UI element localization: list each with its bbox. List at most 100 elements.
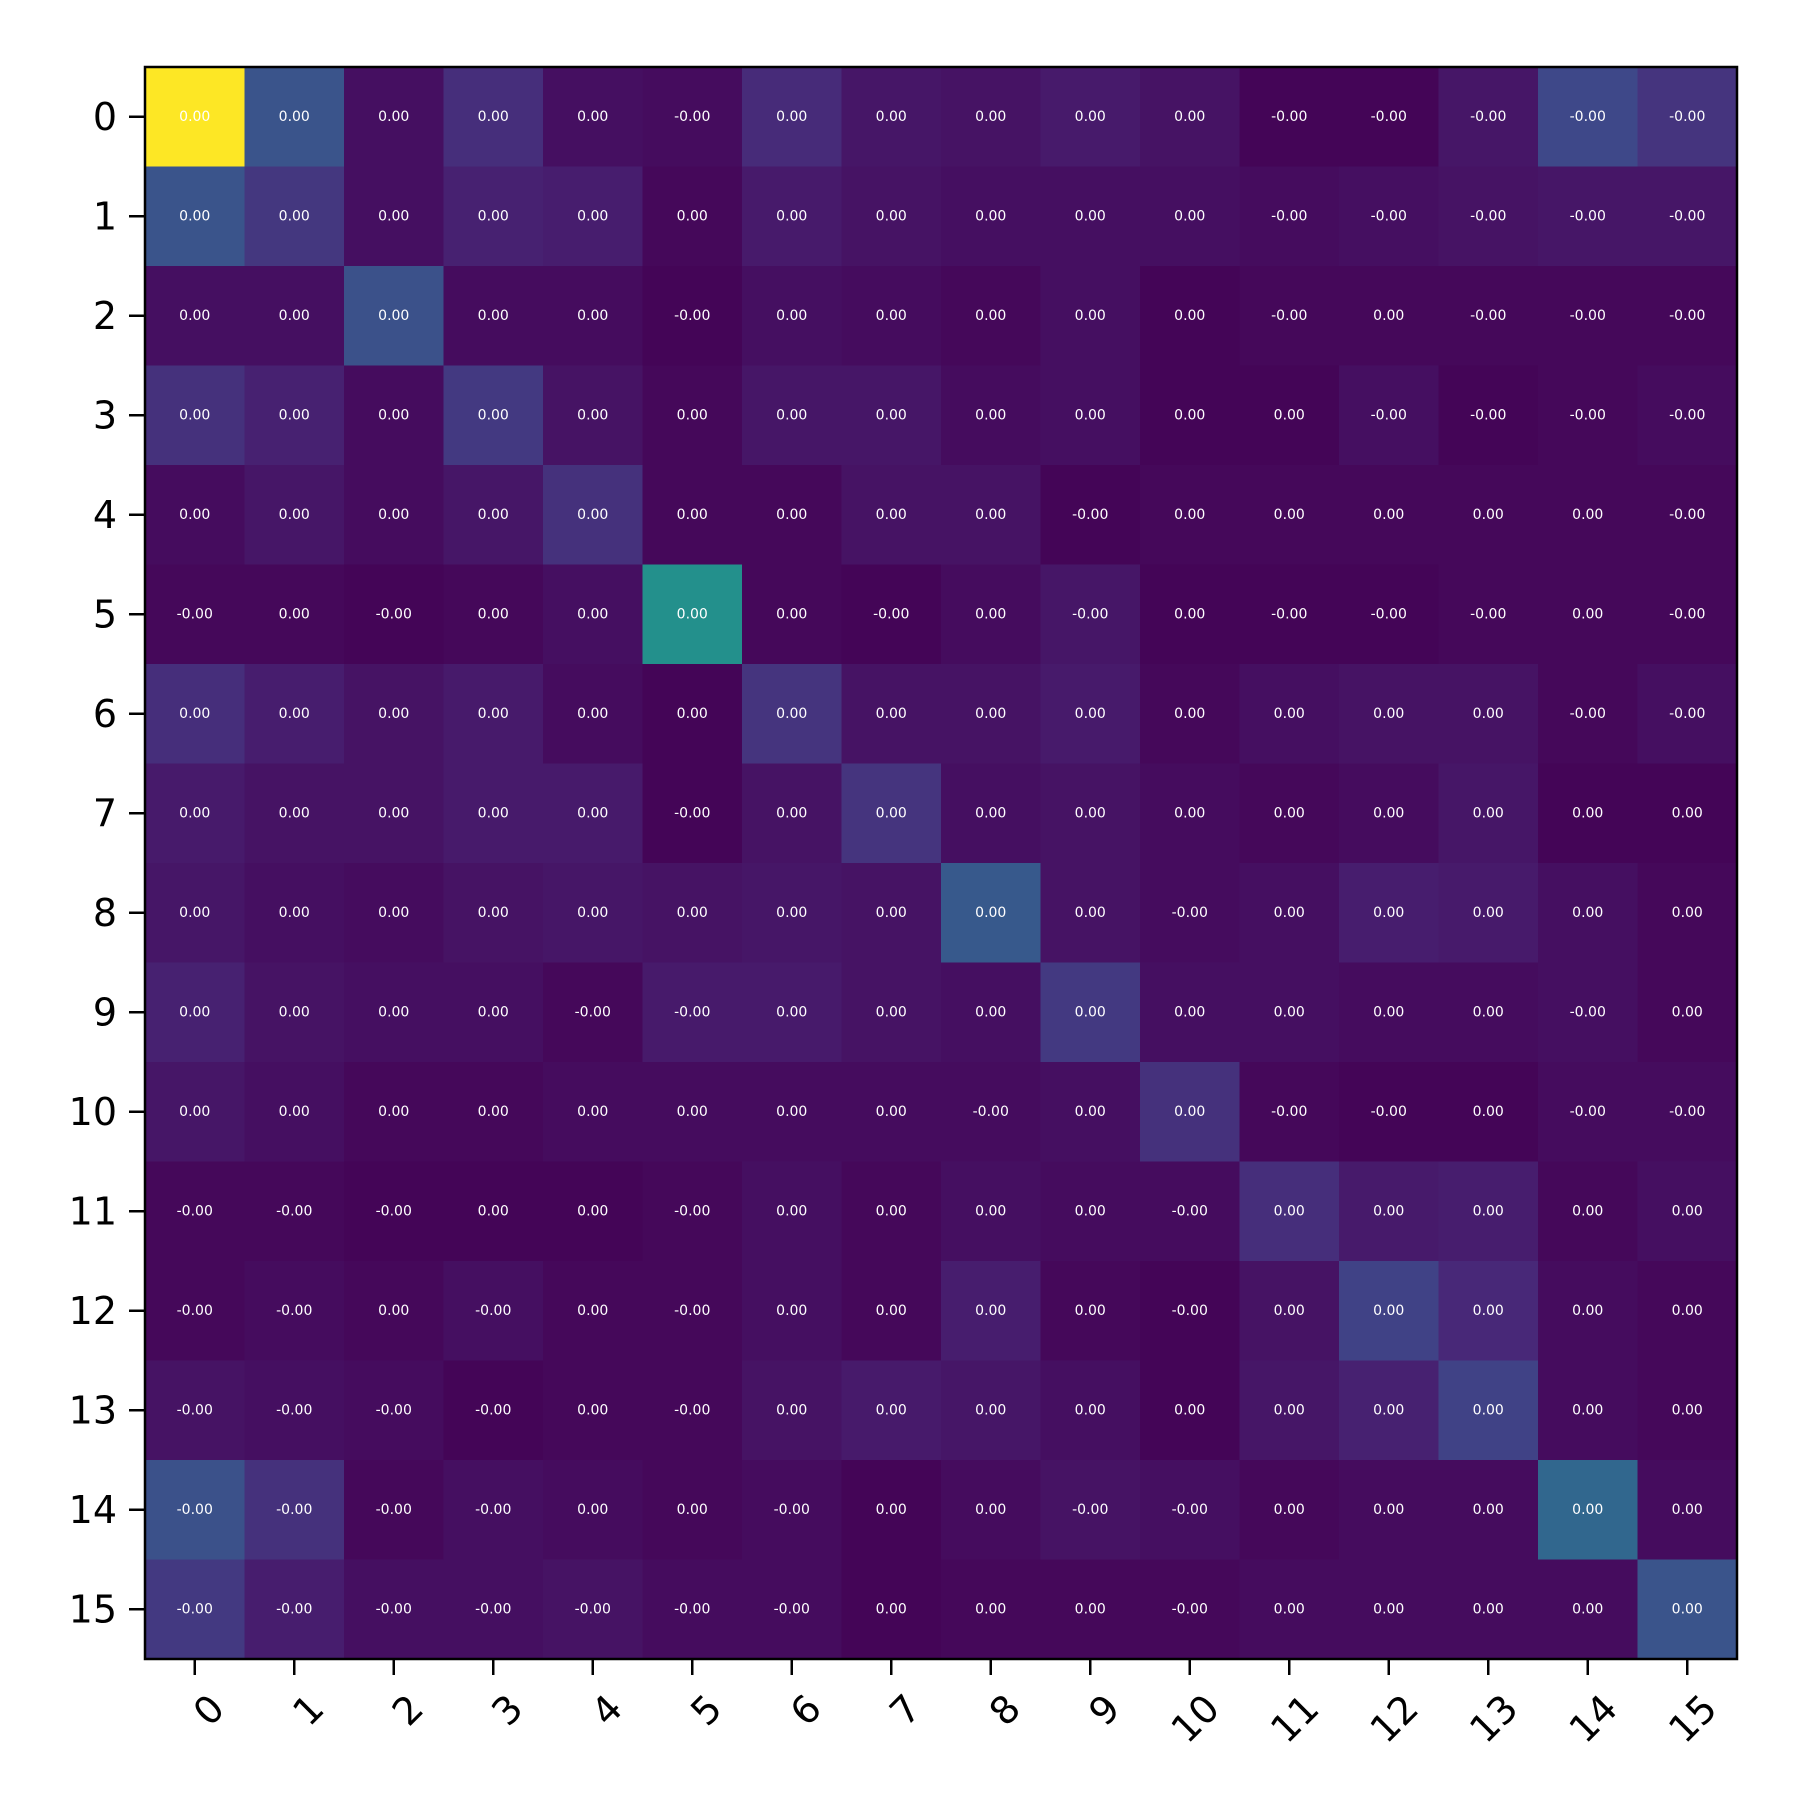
heatmap-cell [543, 1161, 643, 1262]
cell-value-label: 0.00 [1075, 706, 1106, 722]
heatmap-cell [1538, 763, 1638, 864]
heatmap-cell [642, 863, 743, 963]
cell-value-label: 0.00 [975, 507, 1006, 523]
heatmap-cell [1140, 863, 1240, 963]
cell-value-label: 0.00 [1473, 1203, 1504, 1219]
heatmap-cell [443, 1460, 544, 1560]
cell-value-label: -0.00 [1271, 606, 1307, 622]
heatmap-cell [244, 962, 345, 1063]
cell-value-label: -0.00 [1371, 1104, 1407, 1120]
heatmap-cell [742, 1559, 842, 1660]
heatmap-cell [1339, 1161, 1439, 1262]
heatmap-cell [244, 365, 345, 466]
cell-value-label: 0.00 [1373, 805, 1404, 821]
cell-value-label: 0.00 [876, 1303, 907, 1319]
cell-value-label: 0.00 [1373, 1601, 1404, 1617]
cell-value-label: 0.00 [1174, 109, 1205, 125]
heatmap-cell [941, 266, 1041, 366]
cell-value-label: 0.00 [1174, 308, 1205, 324]
heatmap-cell [145, 1559, 245, 1660]
heatmap-cell [1339, 863, 1439, 963]
heatmap-cell [742, 763, 842, 864]
heatmap-cell [244, 1460, 345, 1560]
heatmap-cell [1438, 166, 1539, 267]
cell-value-label: 0.00 [776, 1402, 807, 1418]
cell-value-label: 0.00 [776, 606, 807, 622]
heatmap-cell [543, 266, 643, 366]
heatmap-cell [1438, 1261, 1539, 1361]
heatmap-cell [543, 564, 643, 665]
cell-value-label: 0.00 [677, 905, 708, 921]
y-tick-label: 2 [93, 294, 117, 338]
cell-value-label: 0.00 [279, 109, 310, 125]
cell-value-label: -0.00 [276, 1203, 312, 1219]
cell-value-label: 0.00 [975, 606, 1006, 622]
heatmap-cell [941, 962, 1041, 1063]
heatmap-cell [841, 1161, 942, 1262]
heatmap-cell [543, 67, 643, 167]
heatmap-cell [642, 1559, 743, 1660]
heatmap-cell [244, 67, 345, 167]
heatmap-cell [543, 166, 643, 267]
cell-value-label: 0.00 [179, 208, 210, 224]
cell-value-label: -0.00 [674, 1601, 710, 1617]
cell-value-label: -0.00 [1470, 606, 1506, 622]
heatmap-cell [543, 962, 643, 1063]
cell-value-label: 0.00 [577, 507, 608, 523]
heatmap-cell [543, 1062, 643, 1162]
cell-value-label: 0.00 [1572, 1601, 1603, 1617]
cell-value-label: -0.00 [1470, 208, 1506, 224]
y-tick-label: 3 [93, 393, 117, 437]
cell-value-label: -0.00 [674, 1303, 710, 1319]
heatmap-cell [443, 365, 544, 466]
heatmap-cell [841, 1559, 942, 1660]
cell-value-label: 0.00 [378, 308, 409, 324]
cell-value-label: 0.00 [876, 1004, 907, 1020]
heatmap-cell [244, 763, 345, 864]
cell-value-label: 0.00 [776, 109, 807, 125]
cell-value-label: 0.00 [677, 407, 708, 423]
cell-value-label: -0.00 [1072, 606, 1108, 622]
heatmap-cell [1140, 1261, 1240, 1361]
cell-labels-layer: 0.00 0.00 0.00 0.00 0.00 -0.00 0.00 0.00 0.00 0.0… [177, 109, 1706, 1618]
heatmap-cell [1239, 1360, 1340, 1461]
heatmap-cell [742, 1261, 842, 1361]
heatmap-cell [1438, 863, 1539, 963]
cell-value-label: 0.00 [776, 507, 807, 523]
cell-value-label: 0.00 [1473, 1004, 1504, 1020]
y-tick-label: 14 [69, 1488, 117, 1532]
cell-value-label: 0.00 [876, 1601, 907, 1617]
heatmap-cell [244, 1360, 345, 1461]
heatmap-cell [941, 1559, 1041, 1660]
cell-value-label: 0.00 [378, 905, 409, 921]
cell-value-label: 0.00 [975, 1402, 1006, 1418]
cell-value-label: -0.00 [1669, 407, 1705, 423]
heatmap-cell [1438, 962, 1539, 1063]
heatmap-cell [642, 365, 743, 466]
heatmap-cell [1637, 564, 1738, 665]
heatmap-cell [742, 1062, 842, 1162]
cell-value-label: 0.00 [1075, 1601, 1106, 1617]
cell-value-label: -0.00 [376, 1502, 412, 1518]
heatmap-cell [543, 1261, 643, 1361]
y-tick-label: 5 [93, 592, 117, 636]
cell-value-label: 0.00 [1373, 507, 1404, 523]
cell-value-label: -0.00 [1072, 507, 1108, 523]
cell-value-label: -0.00 [1271, 1104, 1307, 1120]
cell-value-label: 0.00 [975, 407, 1006, 423]
cell-value-label: 0.00 [1174, 1402, 1205, 1418]
cell-value-label: -0.00 [1570, 706, 1606, 722]
cell-value-label: 0.00 [1572, 1303, 1603, 1319]
cell-value-label: 0.00 [1672, 805, 1703, 821]
cell-value-label: -0.00 [1669, 1104, 1705, 1120]
heatmap-cell [1538, 1161, 1638, 1262]
cell-value-label: -0.00 [1669, 706, 1705, 722]
cell-value-label: 0.00 [1075, 1402, 1106, 1418]
heatmap-cell [941, 465, 1041, 565]
heatmap-cell [1140, 1062, 1240, 1162]
heatmap-cell [742, 863, 842, 963]
heatmap-cell [1438, 465, 1539, 565]
heatmap-cell [742, 1360, 842, 1461]
heatmap-cell [742, 465, 842, 565]
cell-value-label: -0.00 [177, 1203, 213, 1219]
